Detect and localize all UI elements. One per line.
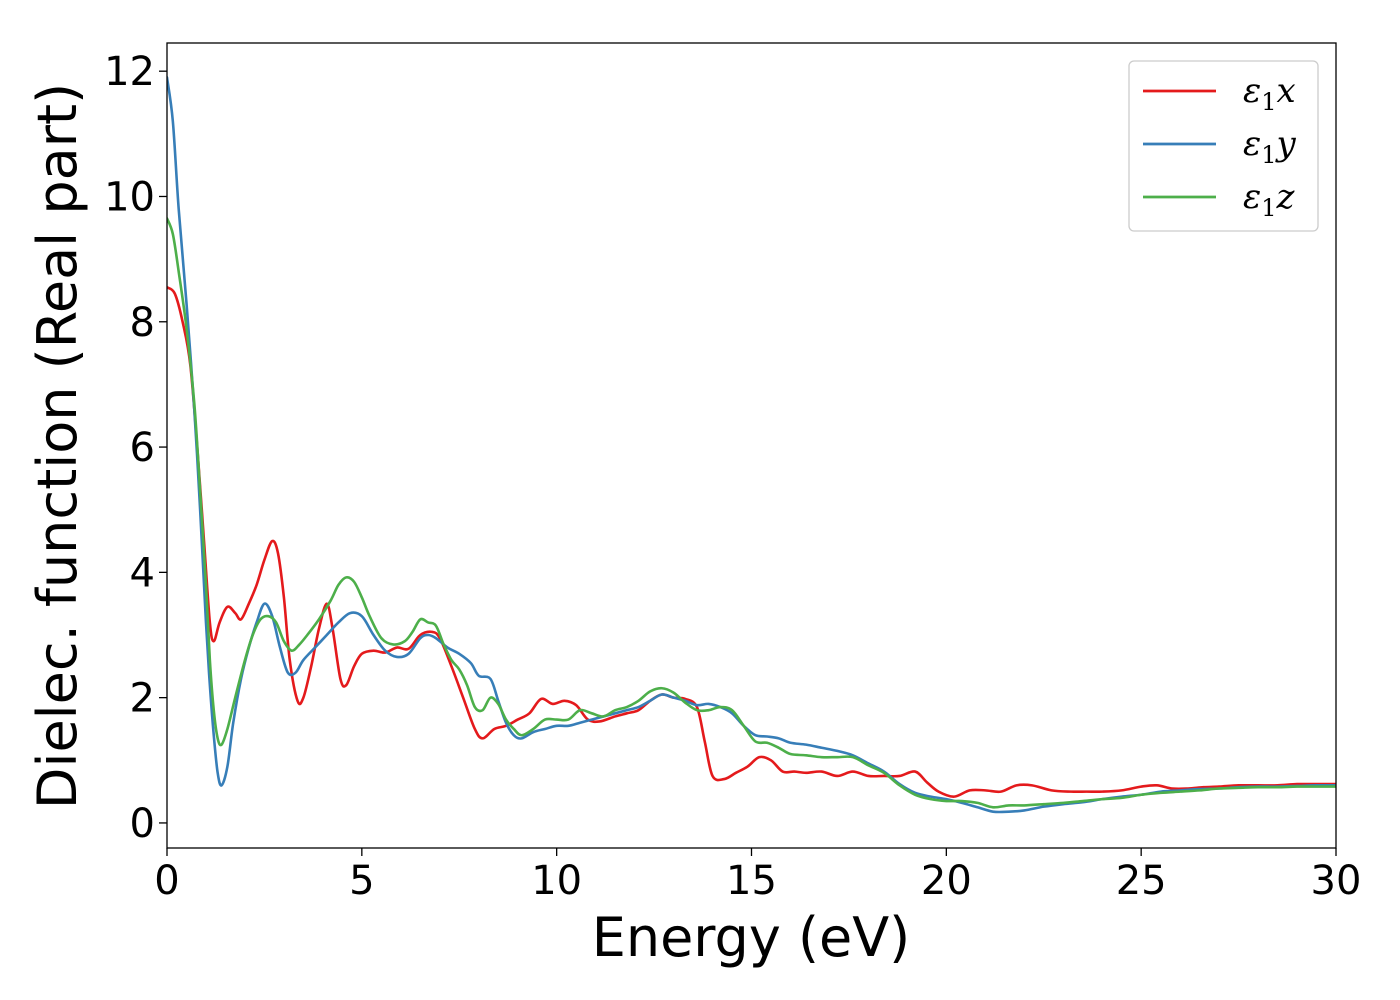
x-tick-label: 15 — [726, 858, 777, 904]
legend-label-x: ε1x — [1243, 71, 1296, 116]
legend: ε1x ε1y ε1z — [1128, 60, 1319, 232]
x-tick-label: 0 — [154, 858, 179, 904]
x-tick-label: 5 — [349, 858, 374, 904]
legend-label-y: ε1y — [1243, 124, 1297, 169]
y-tick-label: 10 — [104, 174, 155, 220]
y-tick-label: 0 — [130, 801, 155, 847]
y-axis-ticks: 0 2 4 6 8 10 12 — [104, 49, 167, 847]
series-line-x — [167, 286, 1336, 798]
series-line-z — [167, 217, 1336, 809]
x-tick-label: 20 — [921, 858, 972, 904]
series-line-y — [167, 76, 1336, 814]
y-tick-label: 8 — [130, 300, 155, 346]
y-tick-label: 4 — [130, 550, 155, 596]
series-lines — [167, 76, 1336, 814]
y-tick-label: 2 — [130, 676, 155, 722]
x-tick-label: 30 — [1311, 858, 1362, 904]
x-tick-label: 25 — [1116, 858, 1167, 904]
x-axis-ticks: 0 5 10 15 20 25 30 — [154, 848, 1361, 904]
x-tick-label: 10 — [531, 858, 582, 904]
y-axis-label: Dielec. function (Real part) — [26, 83, 89, 809]
legend-box — [1128, 60, 1319, 232]
y-tick-label: 6 — [130, 425, 155, 471]
legend-label-z: ε1z — [1243, 177, 1296, 222]
x-axis-label: Energy (eV) — [592, 906, 911, 969]
y-tick-label: 12 — [104, 49, 155, 95]
